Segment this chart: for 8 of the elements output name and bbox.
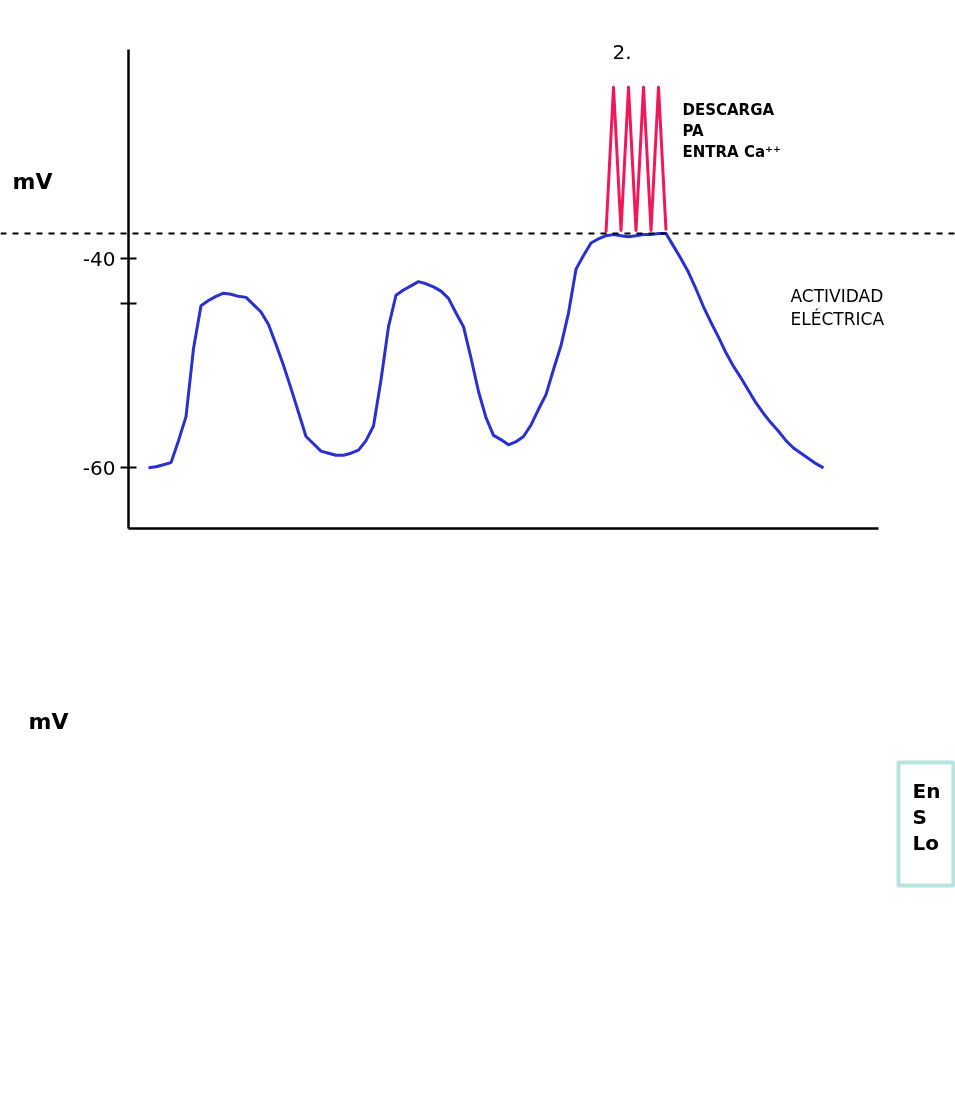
y-tick-label: -40 [82, 246, 116, 271]
annotation: DESCARGA PA ENTRA Ca⁺⁺ [682, 100, 781, 161]
y-tick-label: -60 [82, 455, 116, 480]
y-axis-title: mV [12, 168, 53, 194]
annotation: 2. [612, 39, 632, 64]
annotation: ACTIVIDAD ELÉCTRICA [790, 285, 885, 329]
text: mV [28, 708, 69, 734]
text: En S Lo [912, 778, 941, 855]
